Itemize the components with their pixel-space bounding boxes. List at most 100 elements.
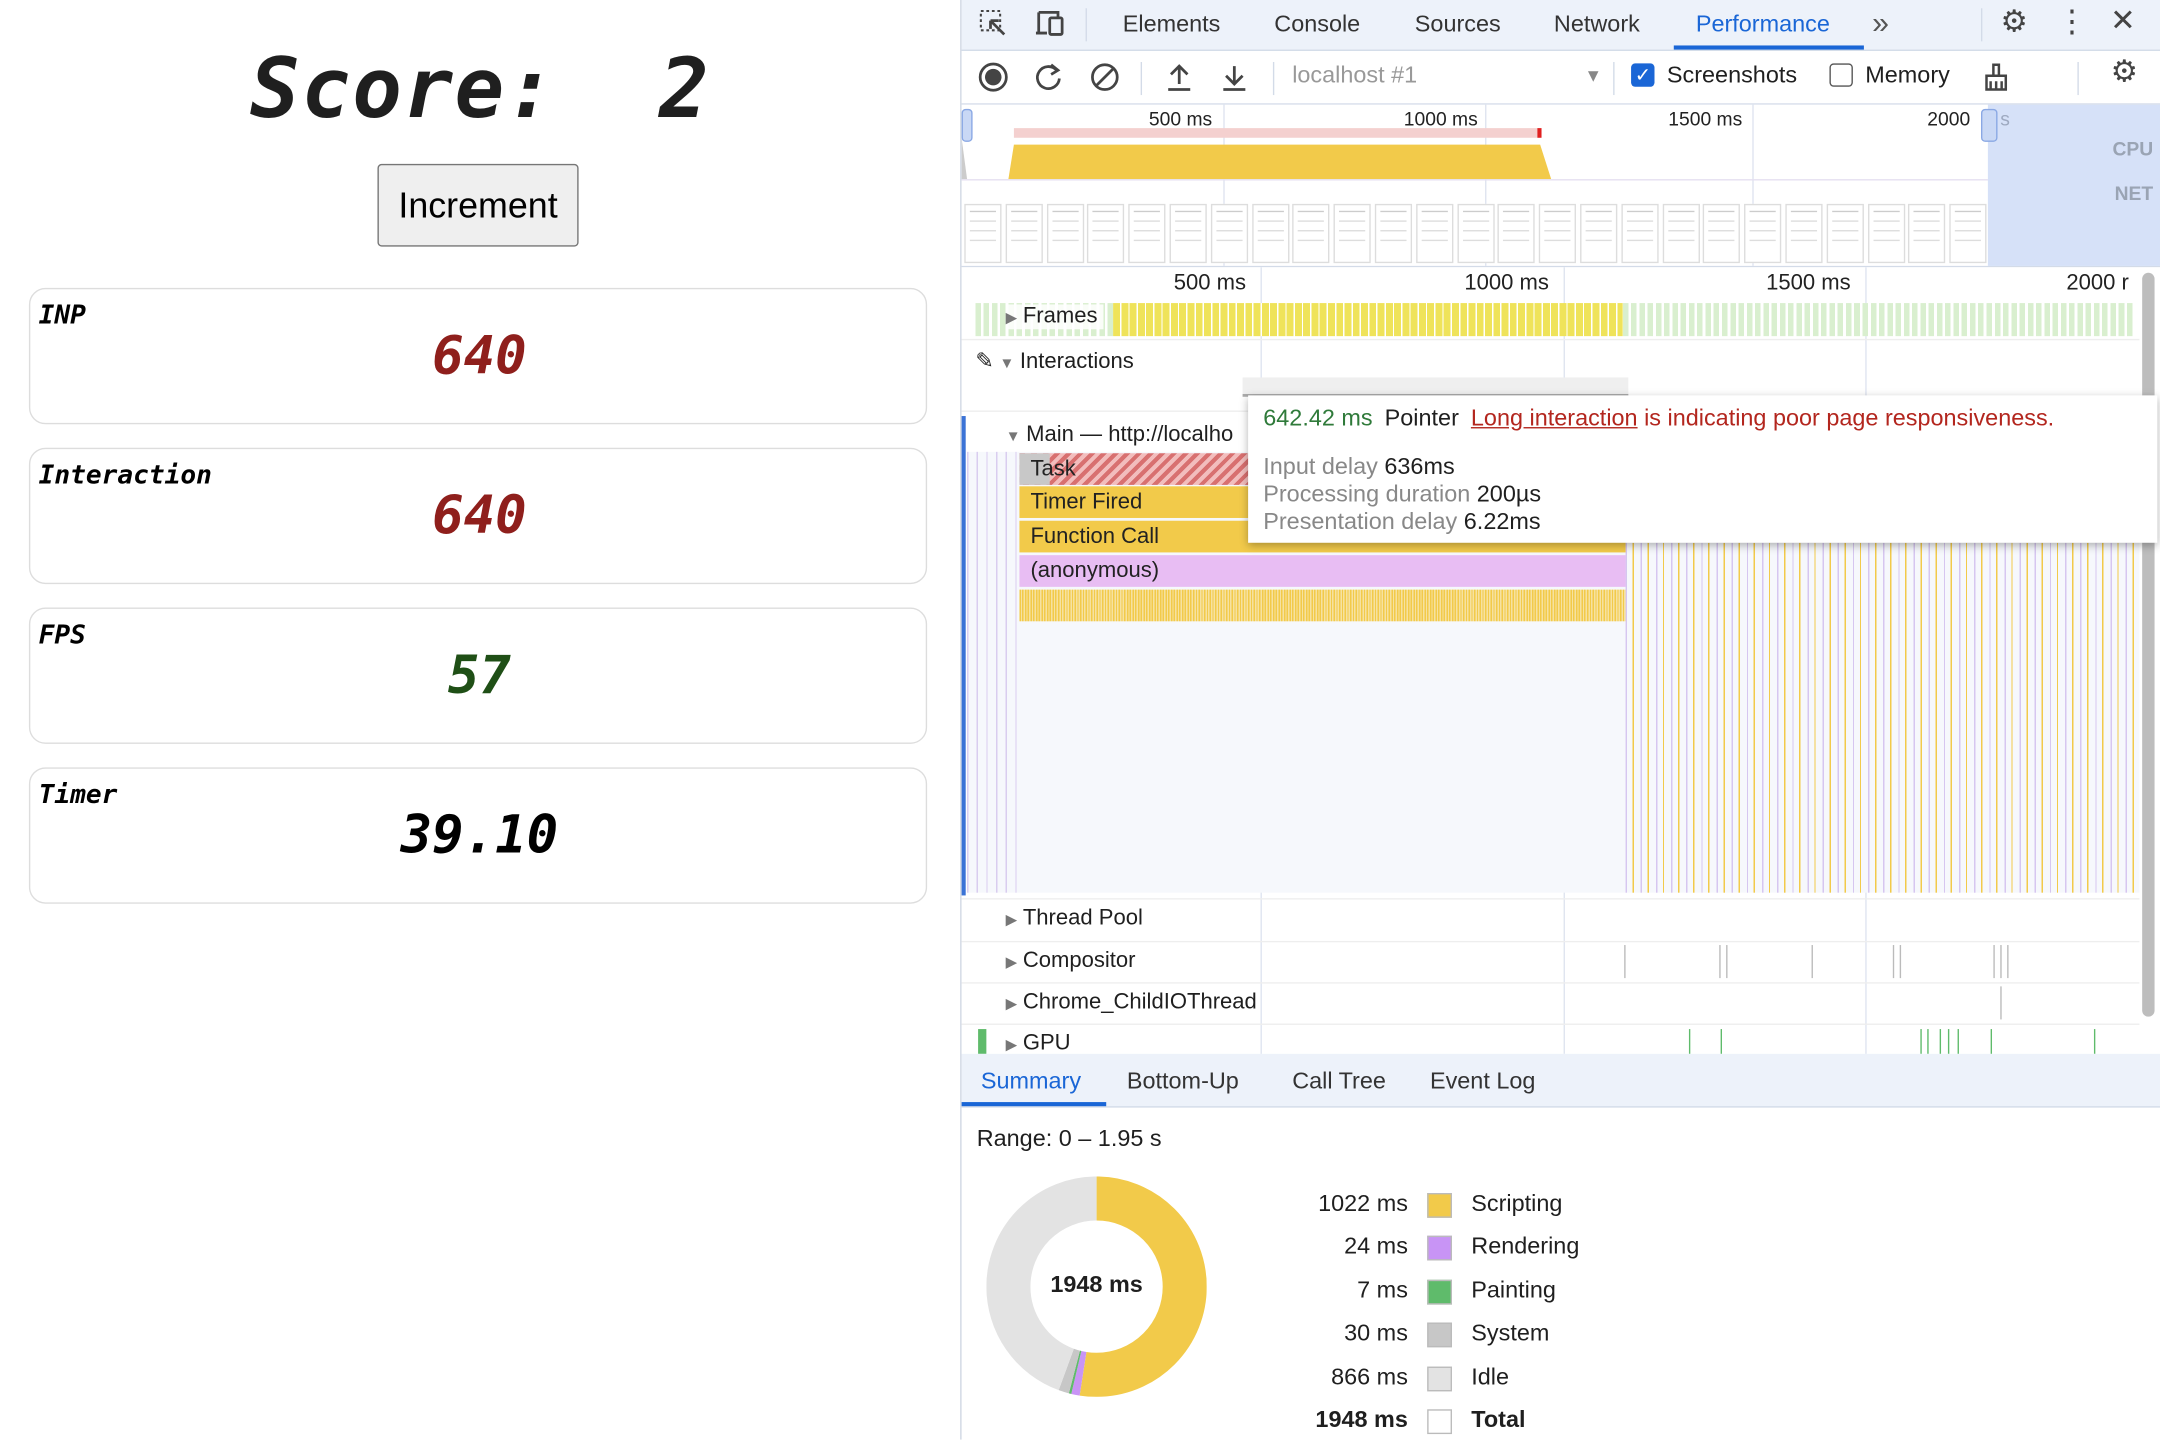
tab-console[interactable]: Console [1274,11,1361,38]
net-label: NET [2114,181,2154,204]
screenshot-thumbnail[interactable] [1128,203,1166,264]
expand-triangle-icon: ▶ [1005,954,1018,972]
screenshot-thumbnail[interactable] [1005,203,1043,264]
inspect-element-icon[interactable] [978,8,1008,44]
legend-value: 866 ms [1331,1363,1408,1390]
download-icon[interactable] [1219,62,1249,98]
screenshot-thumbnail[interactable] [1292,203,1330,264]
screenshot-thumbnail[interactable] [1046,203,1084,264]
track-interactions[interactable]: ✎ ▼ Interactions [975,347,1133,375]
tab-sources[interactable]: Sources [1414,11,1501,38]
memory-checkbox[interactable] [1829,63,1853,87]
screenshot-thumbnail[interactable] [1497,203,1536,264]
interaction-bar-pointer[interactable] [1242,377,1629,397]
legend-name: System [1471,1319,1550,1347]
screenshot-thumbnail[interactable] [1456,203,1495,264]
metric-value: 640 [432,484,527,546]
event-nested-calls[interactable] [1019,589,1626,622]
metric-card-timer: Timer 39.10 [28,767,928,904]
screenshot-thumbnail[interactable] [1785,203,1823,264]
increment-button[interactable]: Increment [377,163,579,247]
screenshot-thumbnail[interactable] [1703,203,1741,264]
screenshot-thumbnail[interactable] [1867,203,1905,264]
screenshot-thumbnail[interactable] [1580,203,1618,264]
track-compositor[interactable]: ▶ Compositor [1006,949,1136,974]
io-event [2000,986,2002,1020]
more-options-icon[interactable]: ⋮ [2056,4,2088,39]
flame-chart-scrollbar[interactable] [2142,272,2155,1017]
pencil-icon[interactable]: ✎ [975,349,994,374]
cpu-scripting-area [1008,144,1552,180]
screenshot-thumbnail[interactable] [1087,203,1125,264]
screenshot-thumbnail[interactable] [964,203,1002,264]
legend-value: 7 ms [1357,1276,1408,1303]
tab-summary[interactable]: Summary [980,1067,1082,1094]
screenshot-thumbnail[interactable] [1415,203,1454,264]
screenshot-thumbnail[interactable] [1210,203,1248,264]
timeline-overview[interactable]: 500 ms 1000 ms 1500 ms 2000 s CPU NET [961,104,2160,268]
cpu-label: CPU [2112,137,2154,160]
expand-triangle-icon: ▶ [1005,1037,1018,1054]
comp-event [1726,945,1728,979]
track-frames[interactable]: ▶ Frames [1005,304,1104,330]
flame-chart[interactable]: 500 ms 1000 ms 1500 ms 2000 r ▶ Frames ✎ ▼… [961,267,2160,1057]
legend-swatch [1427,1236,1452,1262]
comp-event [1624,945,1626,979]
screenshots-checkbox[interactable]: ✓ [1631,63,1655,87]
screenshot-thumbnail[interactable] [1251,203,1289,264]
donut-total: 1948 ms [1050,1271,1143,1298]
metric-card-inp: INP 640 [28,287,928,425]
summary-donut [986,1176,1207,1397]
garbage-collect-broom-icon[interactable] [1981,62,2011,98]
screenshot-thumbnail[interactable] [1169,203,1207,264]
clear-icon[interactable] [1090,62,1120,98]
more-tabs-icon[interactable]: » [1872,5,1890,40]
capture-settings-gear-icon[interactable]: ⚙ [2110,53,2138,89]
settings-gear-icon[interactable]: ⚙ [2000,4,2028,39]
screenshot-thumbnail[interactable] [1908,203,1946,264]
range-handle-right[interactable] [1980,108,1998,142]
tab-network[interactable]: Network [1553,11,1640,38]
event-anonymous[interactable]: (anonymous) [1019,555,1626,587]
legend-name: Idle [1471,1363,1510,1390]
screenshot-thumbnail[interactable] [1621,203,1659,264]
ruler-tick: 500 ms [1173,271,1246,295]
close-icon[interactable]: ✕ [2110,2,2136,38]
range-handle-left[interactable] [961,108,973,142]
metric-value: 39.10 [400,804,559,866]
long-interaction-link[interactable]: Long interaction [1470,405,1638,432]
track-label: GPU [1022,1031,1071,1056]
tab-bottom-up[interactable]: Bottom-Up [1126,1067,1239,1094]
screenshot-thumbnail[interactable] [1949,203,1987,264]
screenshot-thumbnail[interactable] [1826,203,1864,264]
gpu-event [1939,1029,1942,1054]
target-select[interactable]: localhost #1 ▼ [1292,62,1602,92]
legend-name: Total [1471,1406,1526,1433]
reload-record-icon[interactable] [1033,62,1063,98]
tab-call-tree[interactable]: Call Tree [1292,1067,1386,1094]
tab-performance[interactable]: Performance [1695,11,1830,38]
screenshot-thumbnail[interactable] [1539,203,1577,264]
upload-icon[interactable] [1164,62,1194,98]
screenshot-thumbnail[interactable] [1374,203,1413,264]
screenshot-thumbnail[interactable] [1333,203,1371,264]
track-thread-pool[interactable]: ▶ Thread Pool [1006,906,1143,931]
track-gpu[interactable]: ▶ GPU [1006,1032,1071,1057]
screenshot-thumbnail[interactable] [1744,203,1782,264]
track-label: Compositor [1022,949,1136,973]
tab-elements[interactable]: Elements [1122,11,1221,38]
screenshot-strip[interactable] [962,203,1988,265]
tab-event-log[interactable]: Event Log [1429,1067,1536,1094]
comp-event [1892,945,1895,979]
metric-card-fps: FPS 57 [28,607,928,744]
comp-event [2000,945,2002,979]
record-icon[interactable] [978,62,1008,98]
collapse-triangle-icon: ▼ [1005,428,1021,445]
summary-range: Range: 0 – 1.95 s [976,1125,1162,1152]
track-main[interactable]: ▼ Main — http://localho [1006,423,1234,448]
screenshot-thumbnail[interactable] [1662,203,1700,264]
ruler-tick: 2000 r [2066,271,2129,295]
event-label: Task [1019,453,1076,485]
track-child-io-thread[interactable]: ▶ Chrome_ChildIOThread [1006,990,1257,1015]
device-toolbar-icon[interactable] [1033,8,1066,44]
